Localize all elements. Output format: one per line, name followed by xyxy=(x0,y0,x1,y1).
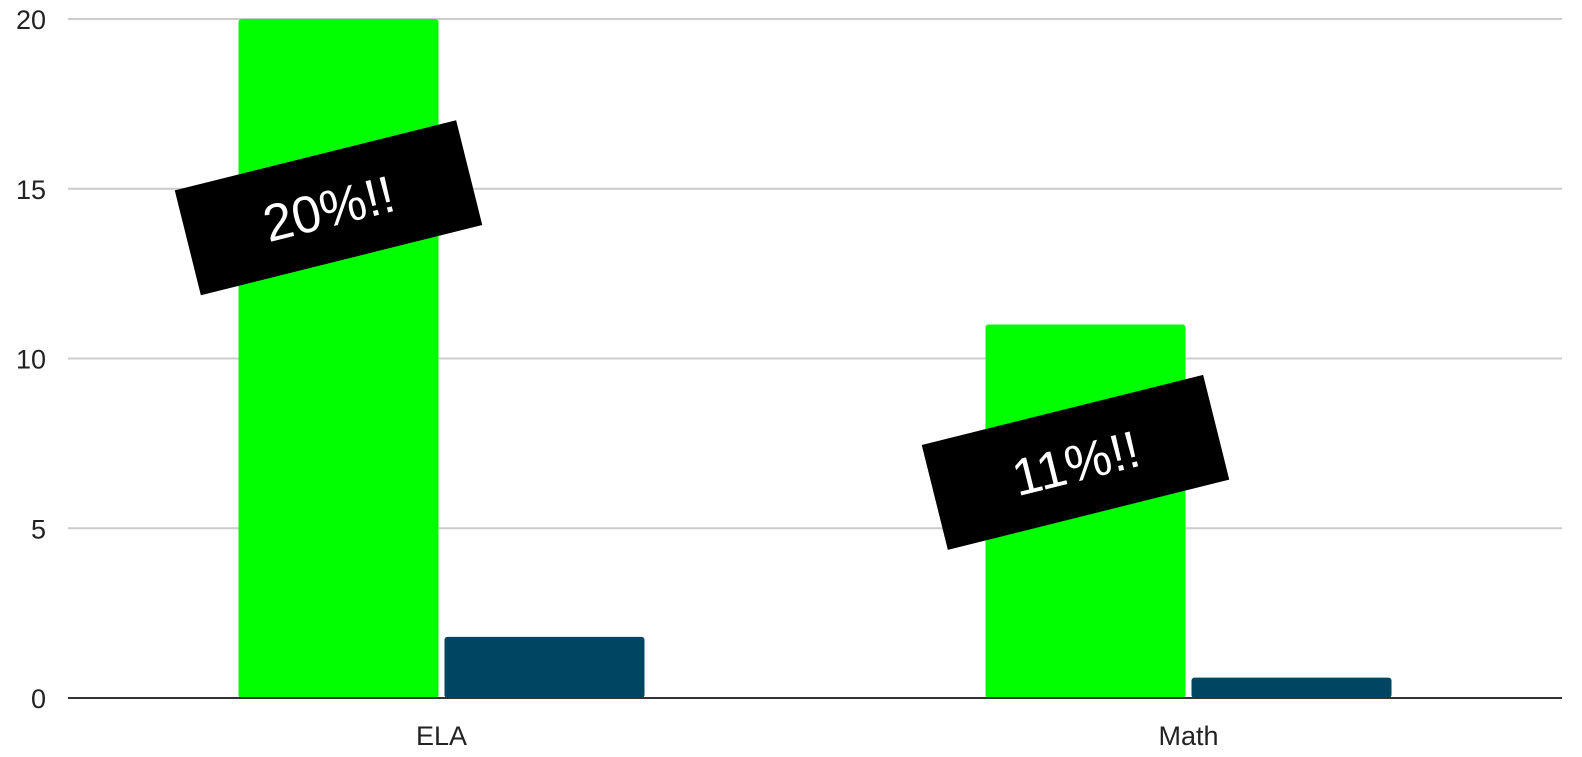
x-category-label: ELA xyxy=(416,721,467,751)
bar-ela-series-1 xyxy=(238,19,439,698)
callout-label: 20%!! xyxy=(174,120,483,296)
callouts: 20%!! 11%!! xyxy=(174,120,1230,550)
callout-label: 11%!! xyxy=(921,374,1230,550)
x-axis-category-labels: ELA Math xyxy=(416,721,1219,751)
y-tick-label: 15 xyxy=(16,175,46,205)
y-tick-label: 10 xyxy=(16,345,46,375)
y-axis-tick-labels: 0 5 10 15 20 xyxy=(16,5,46,714)
y-tick-label: 20 xyxy=(16,5,46,35)
callout-box xyxy=(921,374,1230,550)
bar-math-series-2 xyxy=(1191,677,1392,698)
y-tick-label: 0 xyxy=(31,684,46,714)
y-tick-label: 5 xyxy=(31,514,46,544)
bar-ela-series-2 xyxy=(444,636,645,698)
callout-box xyxy=(174,120,483,296)
x-category-label: Math xyxy=(1158,721,1218,751)
